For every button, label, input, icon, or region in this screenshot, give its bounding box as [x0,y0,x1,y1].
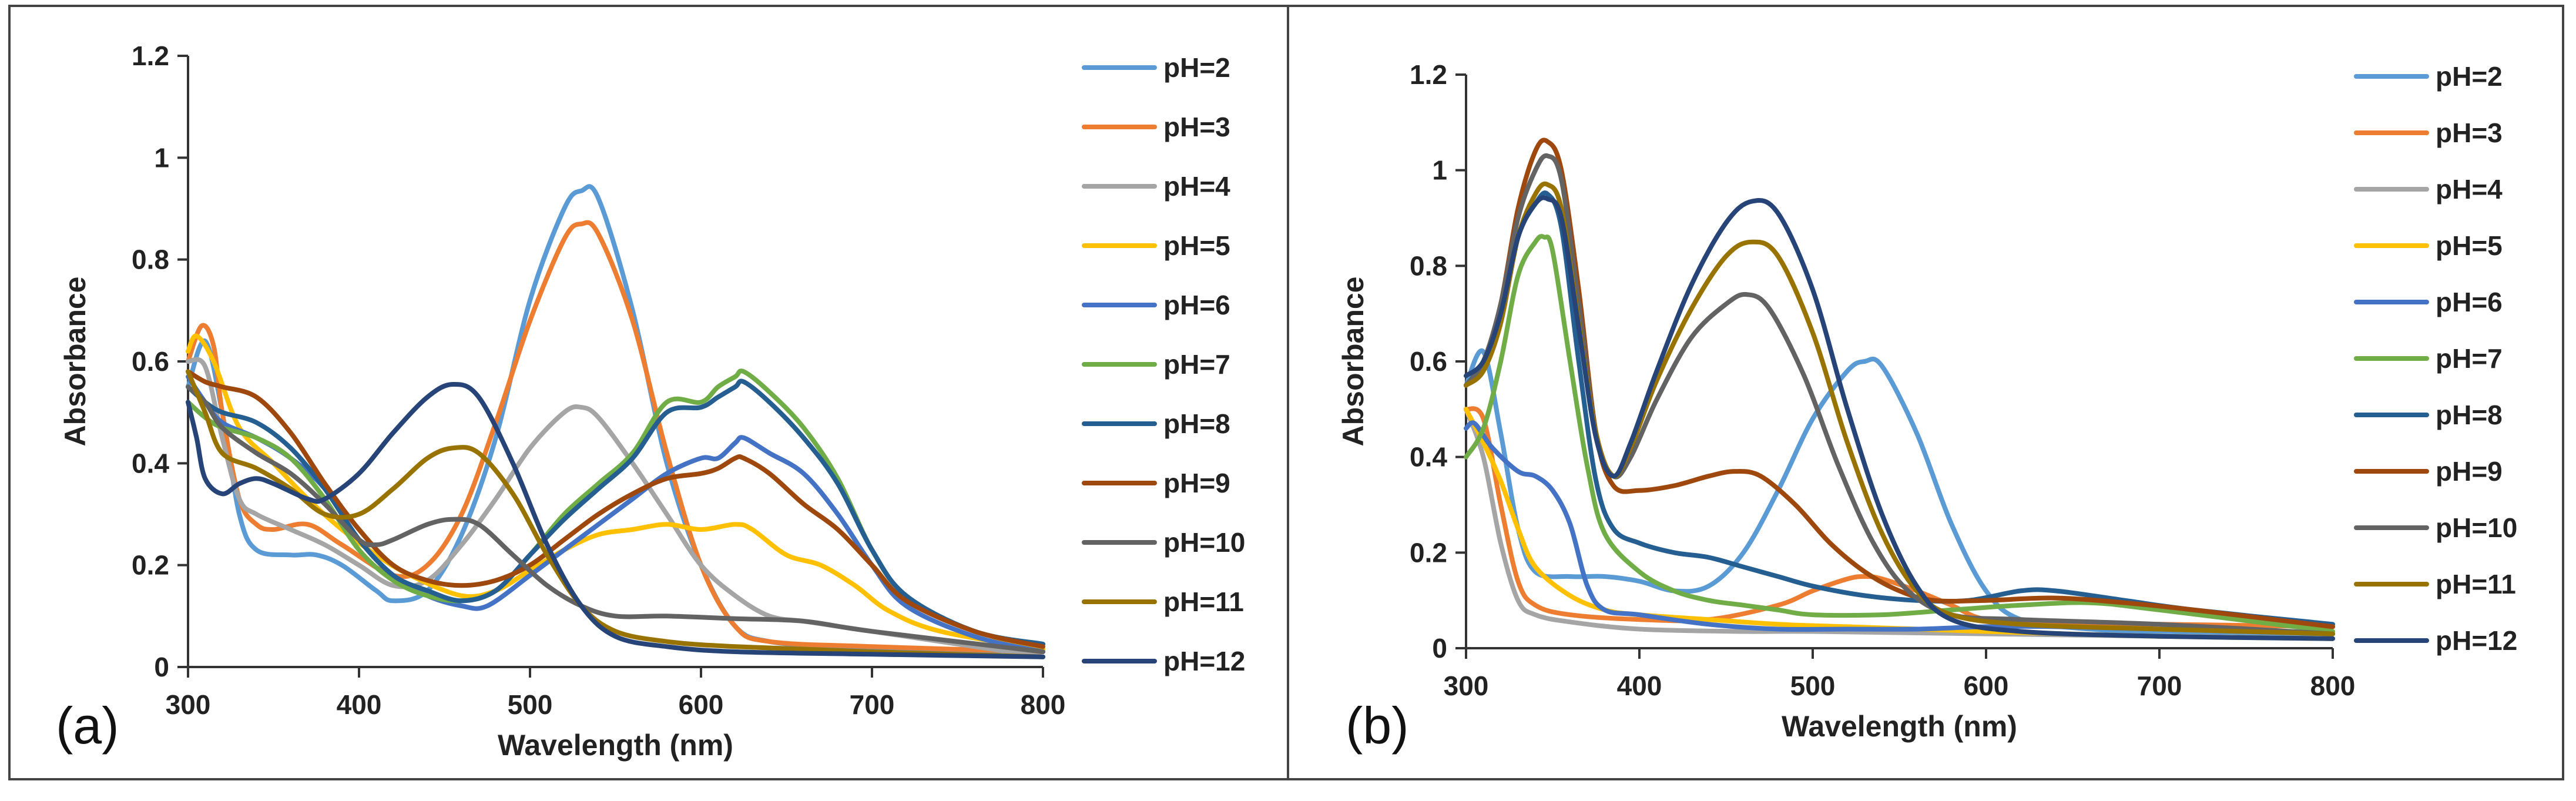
panel-a-y-tick-label: 0.2 [132,550,169,581]
panel-a-x-tick-label: 700 [850,689,895,720]
panel-a-series-line-pH2 [186,184,1045,654]
panel-b-legend-label: pH=5 [2436,230,2503,261]
panel-a-y-tick-label: 0.6 [132,346,169,377]
panel-a-y-tick-label: 1.2 [132,41,169,71]
panel-a-legend-label: pH=3 [1163,112,1230,142]
panel-a-y-tick-label: 0 [154,652,169,682]
panel-a-x-axis-title: Wavelength (nm) [498,729,733,762]
panel-a-legend-label: pH=6 [1163,290,1230,320]
panel-b-legend-label: pH=10 [2436,512,2517,543]
panel-a-legend-label: pH=10 [1163,527,1245,558]
panel-b-legend-label: pH=6 [2436,287,2503,317]
panel-a-x-tick-label: 600 [679,689,724,720]
panel-a-label: (a) [56,696,119,755]
panel-b-x-tick-label: 400 [1617,671,1662,701]
panel-a-x-tick-label: 300 [166,689,211,720]
panel-a-series-line-pH9 [186,369,1045,649]
panel-b-y-tick-label: 0.2 [1410,537,1447,568]
panel-b-series-line-pH6 [1464,420,2335,636]
panel-b-legend-label: pH=12 [2436,625,2517,656]
panel-a-legend-label: pH=7 [1163,349,1230,380]
panel-a-x-tick-label: 800 [1021,689,1066,720]
panel-b-y-tick-label: 0.4 [1410,442,1447,472]
panel-b-x-tick-label: 800 [2310,671,2356,701]
panel-a-series-line-pH6 [186,374,1045,654]
panel-b-y-tick-label: 1.2 [1410,59,1447,90]
panel-a-legend-label: pH=8 [1163,408,1230,439]
panel-b-y-tick-label: 0 [1432,633,1447,663]
panel-a-legend-label: pH=2 [1163,52,1230,83]
panel-b-legend-label: pH=8 [2436,400,2503,430]
panel-a-series-line-pH12 [186,381,1045,659]
panel-a-legend-label: pH=4 [1163,171,1230,202]
panel-b-legend-label: pH=9 [2436,456,2503,487]
panel-b-x-axis-title: Wavelength (nm) [1782,710,2017,743]
panel-b-series-line-pH9 [1464,138,2335,629]
panel-a-y-tick-label: 0.8 [132,244,169,275]
panel-b-series-line-pH11 [1464,181,2335,636]
panel-b-y-tick-label: 1 [1432,155,1447,186]
panel-b-legend-label: pH=4 [2436,174,2503,205]
figure-frame [8,5,2564,780]
panel-a-x-tick-label: 500 [508,689,553,720]
panel-a-legend-label: pH=12 [1163,646,1245,676]
panel-b-x-tick-label: 700 [2137,671,2182,701]
panel-a-x-tick-label: 400 [337,689,382,720]
panel-b-x-tick-label: 500 [1790,671,1836,701]
panel-a-y-tick-label: 0.4 [132,448,169,478]
panel-b-legend-label: pH=11 [2436,569,2516,599]
panel-a-legend-label: pH=9 [1163,468,1230,498]
panel-a-series-line-pH8 [186,378,1045,646]
panel-b-legend-label: pH=7 [2436,343,2503,374]
panel-b-y-tick-label: 0.6 [1410,346,1447,377]
panel-a-legend-label: pH=11 [1163,586,1244,617]
panel-a-legend-label: pH=5 [1163,230,1230,261]
panel-a-y-tick-label: 1 [154,142,169,173]
panel-divider [1287,5,1289,780]
panel-b-series-line-pH7 [1464,234,2335,634]
panel-b-series-line-pH12 [1464,195,2335,641]
panel-b-y-tick-label: 0.8 [1410,250,1447,281]
panel-b-legend-label: pH=2 [2436,61,2503,92]
panel-b-label: (b) [1346,696,1409,755]
panel-b-x-tick-label: 300 [1444,671,1489,701]
panel-b-y-axis-title: Absorbance [1337,277,1370,447]
panel-a-y-axis-title: Absorbance [59,277,92,447]
panel-b-x-tick-label: 600 [1964,671,2009,701]
panel-b-legend-label: pH=3 [2436,118,2503,148]
panel-a-series-line-pH10 [186,384,1045,654]
panel-a-series-line-pH11 [186,369,1045,659]
